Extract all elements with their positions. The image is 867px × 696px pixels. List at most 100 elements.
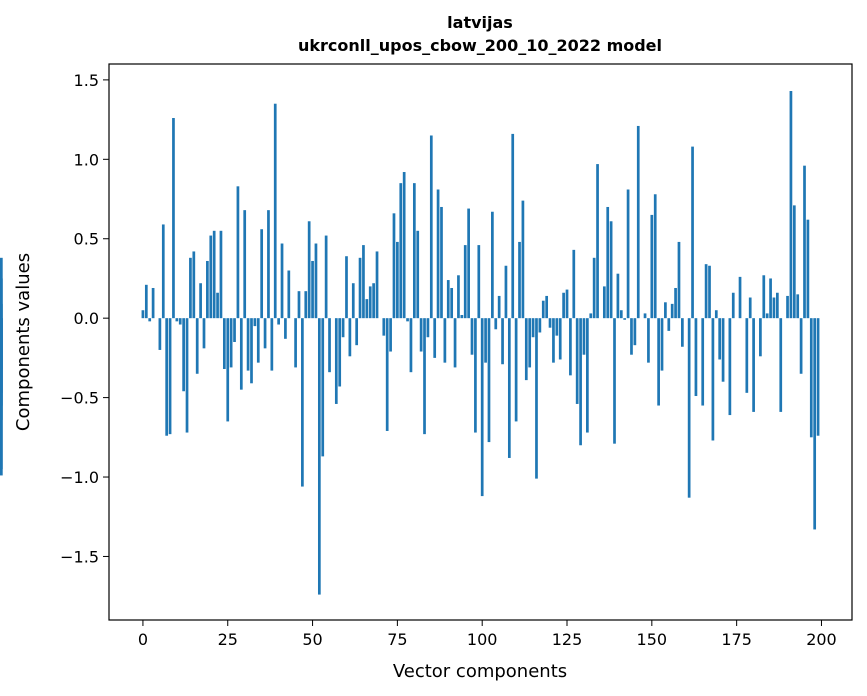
bar-180: [752, 318, 755, 412]
chart-title-line-2: ukrconll_upos_cbow_200_10_2022 model: [298, 36, 662, 55]
bar-52: [317, 318, 321, 595]
bar-59: [341, 318, 345, 338]
bar-108: [507, 318, 511, 458]
bar-155: [667, 318, 671, 331]
bar-154: [664, 302, 667, 319]
bar-199: [816, 318, 820, 436]
bar-99: [477, 245, 481, 319]
bar-18: [202, 318, 206, 349]
bar-111: [518, 241, 521, 319]
bar-92: [453, 318, 457, 368]
bar-121: [552, 318, 555, 363]
bar-194: [799, 318, 803, 374]
bar-51: [314, 243, 318, 319]
bar-49: [307, 221, 311, 319]
bar-34: [256, 318, 260, 363]
bar-53: [321, 318, 325, 457]
bar-122: [555, 318, 559, 336]
bar-141: [619, 310, 623, 319]
bar-45: [294, 318, 297, 368]
bar-19: [206, 260, 209, 319]
bar-171: [721, 318, 725, 382]
bar-195: [803, 165, 806, 319]
bar-178: [745, 318, 749, 393]
bar-43: [287, 270, 291, 319]
bars-group: [0, 91, 820, 595]
bar-192: [792, 205, 796, 319]
bar-88: [440, 206, 443, 319]
bar-190: [786, 295, 789, 319]
y-tick-label: 0.5: [74, 230, 99, 249]
bar-120: [548, 318, 552, 328]
bar-162: [691, 146, 694, 319]
bar-98: [474, 318, 477, 433]
bar-130: [582, 318, 586, 355]
bar-140: [616, 273, 620, 319]
bar-0: [141, 310, 145, 319]
bar-78: [406, 318, 409, 322]
bar-126: [569, 318, 572, 376]
bar-136: [602, 286, 606, 319]
bar-54: [324, 235, 328, 319]
bar-115: [531, 318, 535, 338]
bar-157: [674, 287, 677, 319]
bar-20: [209, 235, 213, 319]
bar-150: [650, 214, 654, 319]
bar-17: [199, 283, 202, 319]
bar-36: [263, 318, 267, 349]
x-tick-label: 75: [387, 630, 407, 649]
bar-127: [572, 249, 576, 319]
bar-41: [280, 243, 284, 319]
bar-197: [809, 318, 813, 438]
bar-151: [653, 194, 657, 319]
bar-16: [195, 318, 199, 374]
bar-143: [626, 189, 630, 319]
bar-79: [409, 318, 413, 373]
bar-12: [182, 318, 185, 392]
bar-undefined: [0, 318, 3, 369]
bar-28: [236, 186, 240, 319]
bar-131: [586, 318, 589, 433]
bar-21: [212, 230, 216, 319]
bar-114: [528, 318, 532, 368]
bar-132: [589, 313, 593, 319]
bar-196: [806, 219, 810, 319]
bar-64: [358, 257, 362, 319]
bar-40: [277, 318, 280, 325]
bar-89: [443, 318, 447, 363]
bar-74: [392, 213, 396, 319]
bar-185: [769, 278, 772, 319]
bar-87: [436, 189, 440, 319]
bar-31: [246, 318, 250, 371]
bar-1: [144, 284, 148, 319]
bar-173: [728, 318, 732, 416]
bar-30: [243, 210, 247, 319]
bar-174: [731, 292, 735, 319]
bar-10: [175, 318, 179, 322]
bar-80: [412, 183, 416, 319]
y-axis-ticks: −1.5 −1.0 −0.5 0.0 0.5 1.0 1.5: [60, 71, 109, 566]
bar-3: [151, 287, 155, 319]
bar-22: [216, 292, 219, 319]
bar-93: [457, 275, 460, 319]
bar-37: [267, 210, 270, 319]
bar-184: [765, 313, 769, 319]
bar-182: [759, 318, 762, 357]
bar-60: [345, 256, 348, 319]
bar-7: [165, 318, 169, 436]
bar-153: [660, 318, 664, 371]
x-tick-label: 200: [806, 630, 837, 649]
bar-107: [504, 265, 508, 319]
bar-61: [348, 318, 352, 357]
x-tick-label: 150: [637, 630, 668, 649]
bar-75: [396, 241, 399, 319]
bar-123: [558, 318, 562, 360]
bar-125: [565, 289, 569, 319]
bar-24: [222, 318, 226, 369]
bar-76: [399, 183, 403, 319]
bar-159: [681, 318, 684, 347]
bar-167: [708, 265, 711, 319]
bar-110: [514, 318, 518, 422]
bar-112: [521, 200, 525, 319]
